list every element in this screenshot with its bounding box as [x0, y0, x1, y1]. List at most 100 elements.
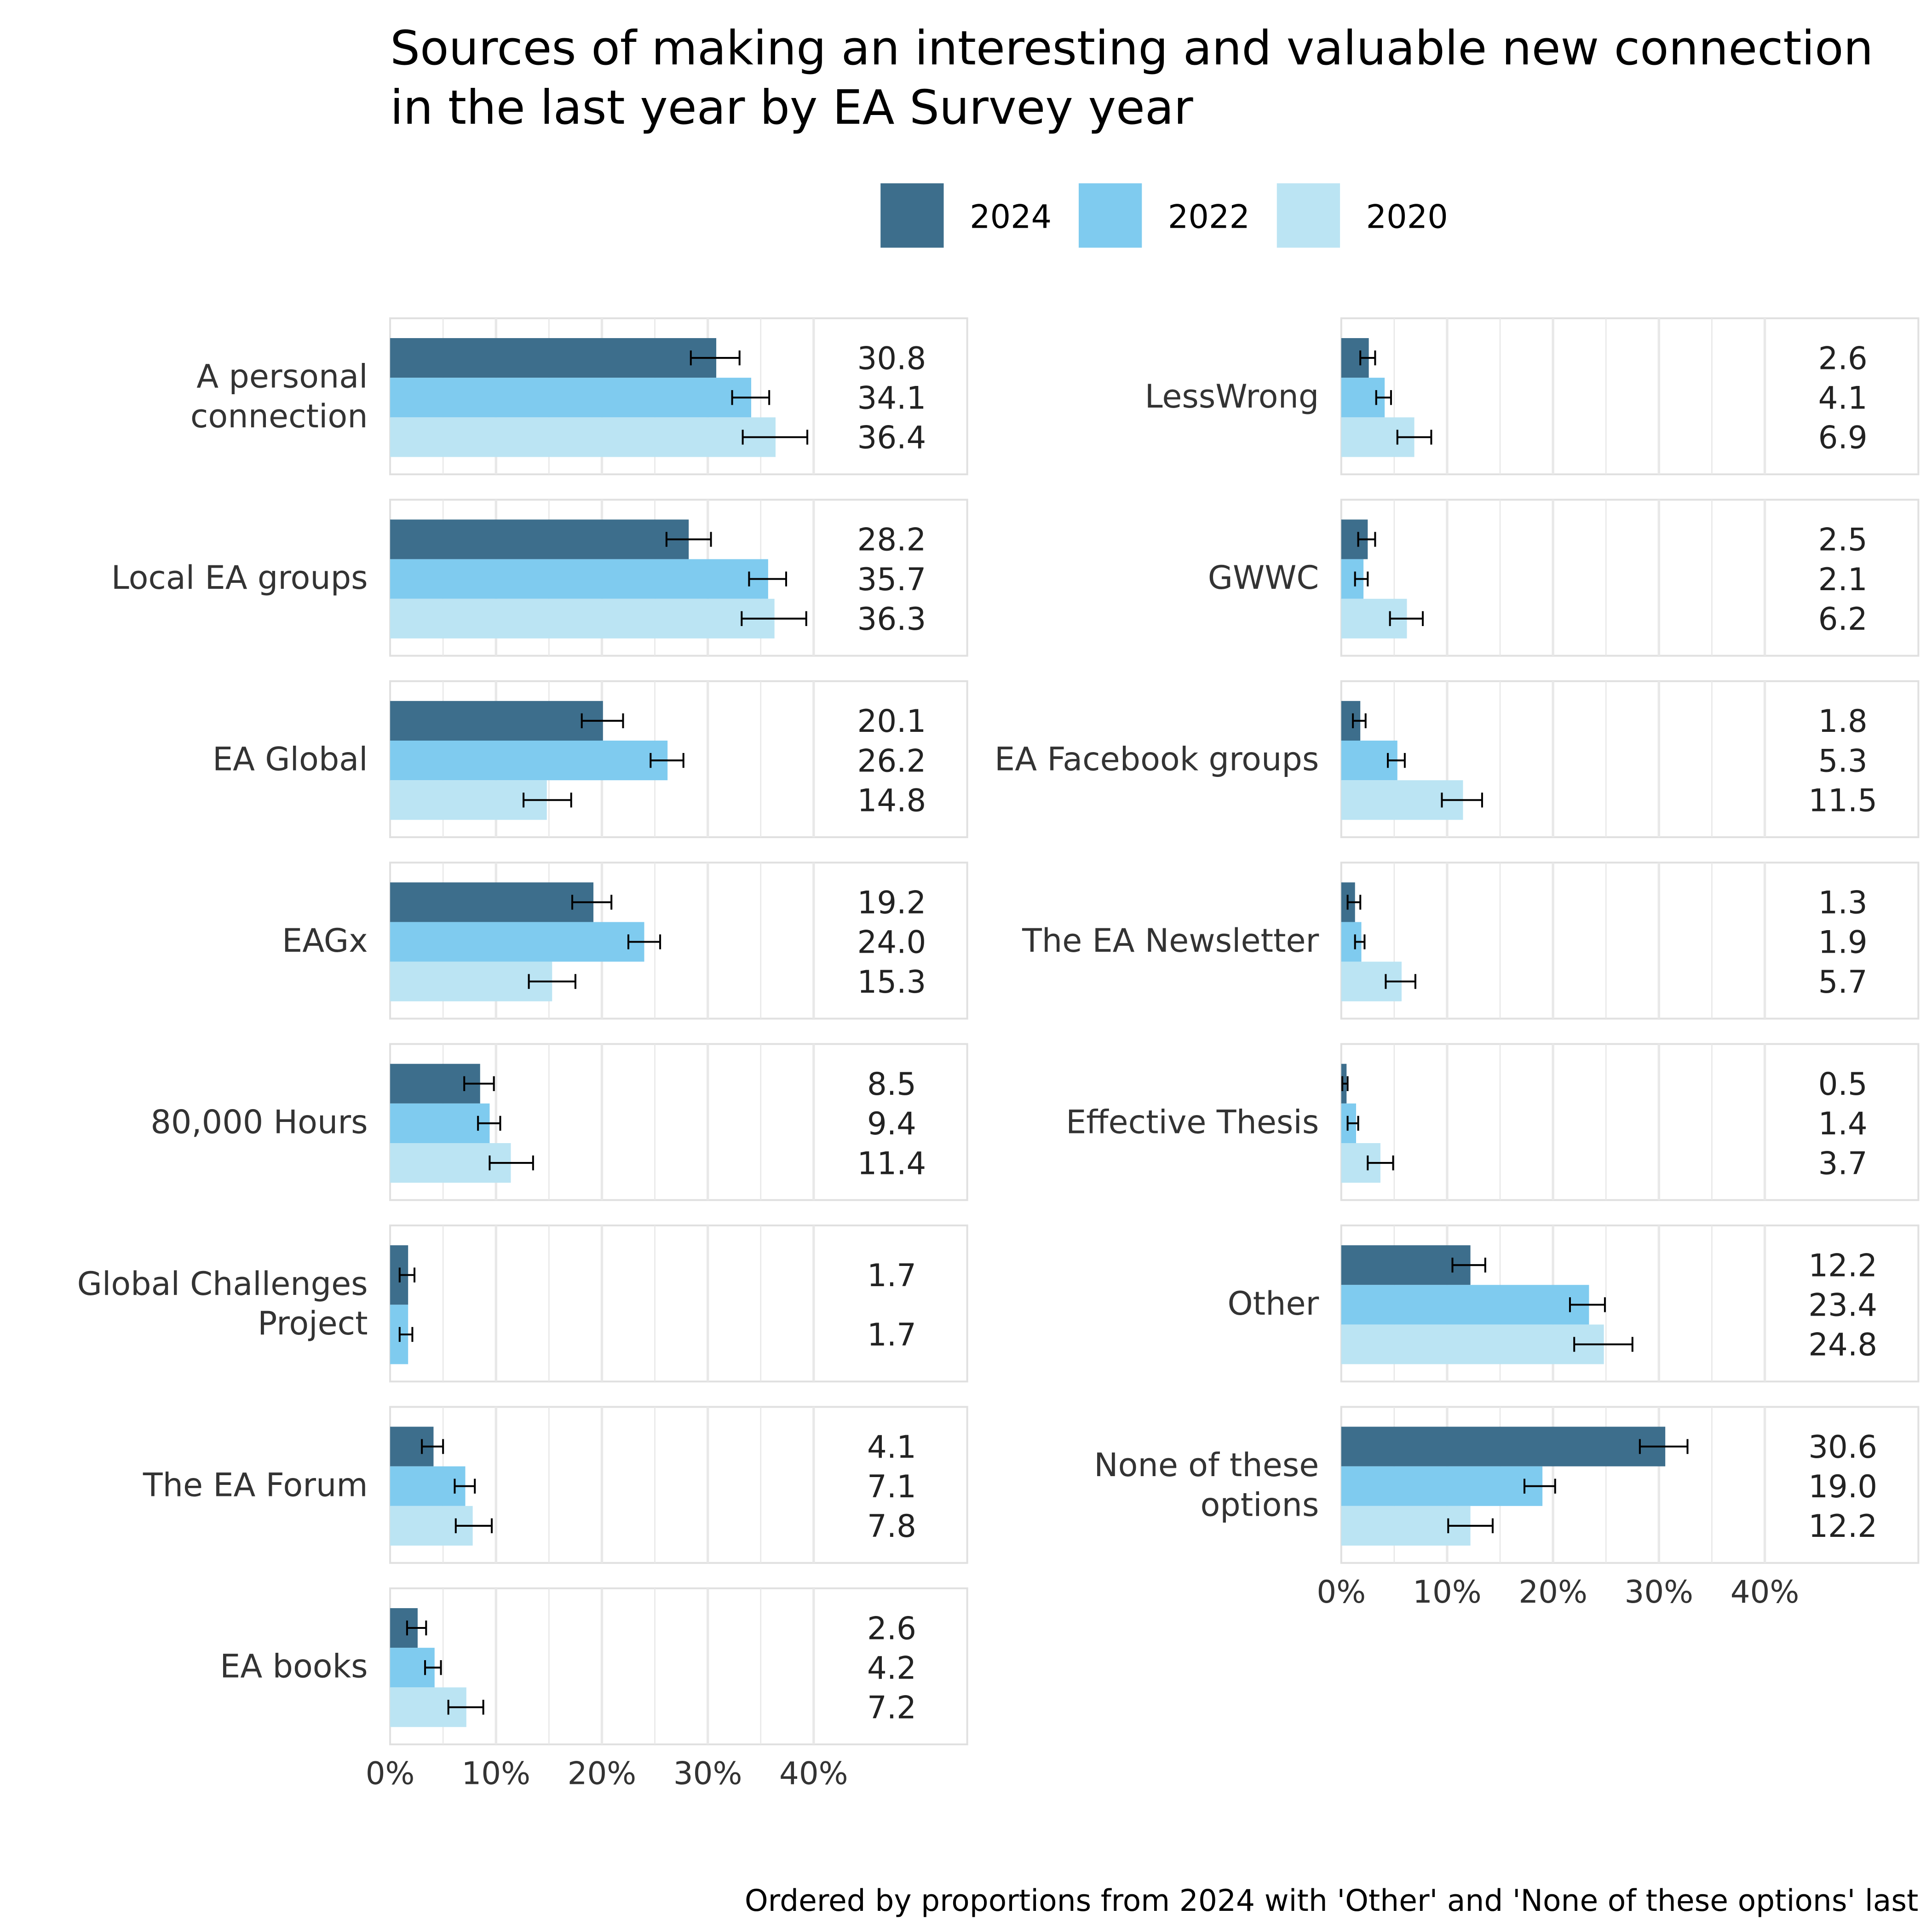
panel-80-000-hours: 80,000 Hours 8.5 9.411.4 — [150, 1043, 968, 1201]
category-label: Effective Thesis — [1066, 1103, 1319, 1141]
value-label-2020: 36.3 — [857, 601, 926, 637]
panel-border — [389, 1406, 968, 1564]
bar-2022 — [390, 922, 644, 962]
panel-border — [389, 1225, 968, 1383]
legend-swatch-2020 — [1276, 183, 1340, 248]
value-label-2020: 3.7 — [1818, 1145, 1868, 1181]
value-label-2024: 4.1 — [867, 1429, 916, 1465]
bar-2022 — [1341, 1466, 1543, 1506]
error-bar-2022 — [1569, 1297, 1606, 1312]
legend-swatch-2024 — [880, 183, 944, 248]
error-bar-2022 — [477, 1116, 501, 1131]
value-label-2022: 34.1 — [857, 380, 926, 416]
panel-ea-facebook-groups: EA Facebook groups 1.8 5.311.5 — [995, 680, 1920, 839]
bar-2024 — [1341, 1245, 1471, 1285]
error-bar-2022 — [1354, 934, 1366, 949]
category-label: EA Global — [213, 741, 368, 778]
bar-2022 — [390, 559, 768, 599]
x-tick-label: 0% — [366, 1755, 415, 1791]
value-label-2024: 2.6 — [867, 1610, 916, 1646]
bar-2020 — [390, 417, 776, 457]
bar-2020 — [390, 961, 552, 1001]
value-label-2020: 6.9 — [1818, 420, 1868, 456]
error-bar-2024 — [406, 1620, 427, 1636]
panel-lesswrong: LessWrong 2.6 4.1 6.9 — [1145, 317, 1920, 476]
x-tick-label: 10% — [1413, 1574, 1482, 1610]
panel-border — [1340, 499, 1920, 657]
value-label-2022: 24.0 — [857, 925, 926, 960]
error-bar-2024 — [665, 532, 712, 547]
value-label-2024: 8.5 — [867, 1066, 916, 1102]
value-label-2024: 1.8 — [1818, 703, 1868, 739]
error-bar-2024 — [1359, 350, 1376, 366]
error-bar-2020 — [1441, 793, 1483, 808]
value-label-2022: 23.4 — [1808, 1288, 1877, 1323]
error-bar-2024 — [571, 895, 613, 910]
bar-2020 — [390, 598, 775, 638]
error-bar-2020 — [528, 974, 576, 989]
error-bar-2020 — [1573, 1337, 1633, 1352]
bar-2022 — [1341, 1285, 1589, 1325]
value-label-2022: 7.1 — [867, 1469, 916, 1505]
value-label-2020: 15.3 — [857, 964, 926, 1000]
bar-2024 — [390, 519, 689, 559]
value-label-2020: 24.8 — [1808, 1327, 1877, 1363]
value-label-2020: 12.2 — [1808, 1508, 1877, 1544]
error-bar-2022 — [424, 1660, 442, 1675]
error-bar-2022 — [1354, 571, 1369, 586]
error-bar-2020 — [1367, 1155, 1394, 1171]
value-label-2022: 9.4 — [867, 1106, 916, 1142]
value-label-2024: 19.2 — [857, 885, 926, 921]
value-label-2020: 5.7 — [1818, 964, 1868, 1000]
value-label-2024: 2.5 — [1818, 522, 1868, 558]
error-bar-2024 — [1341, 1076, 1349, 1091]
panel-other: Other 12.2 23.4 24.8 — [1228, 1225, 1920, 1383]
panel-the-ea-newsletter: The EA Newsletter 1.3 1.9 5.7 — [1022, 862, 1920, 1020]
chart-title-line-1: Sources of making an interesting and val… — [390, 21, 1873, 76]
bar-2024 — [390, 882, 594, 922]
value-label-2024: 30.6 — [1808, 1429, 1877, 1465]
legend: 2024 2022 2020 — [880, 183, 1448, 248]
legend-label-2022: 2022 — [1168, 198, 1250, 236]
error-bar-2020 — [1396, 430, 1432, 445]
value-label-2022: 1.7 — [867, 1317, 916, 1353]
panel-gwwc: GWWC 2.5 2.16.2 — [1208, 499, 1920, 657]
value-label-2022: 5.3 — [1818, 743, 1868, 779]
value-label-2022: 26.2 — [857, 743, 926, 779]
bar-2024 — [390, 701, 603, 741]
value-label-2020: 7.8 — [867, 1508, 916, 1544]
bar-2024 — [1341, 1426, 1666, 1466]
value-label-2024: 1.3 — [1818, 885, 1868, 921]
error-bar-2024 — [690, 350, 741, 366]
bar-2020 — [390, 780, 547, 820]
bar-2024 — [390, 338, 717, 378]
panel-the-ea-forum: The EA Forum 4.1 7.17.8 — [143, 1406, 968, 1564]
bar-2022 — [390, 1466, 466, 1506]
value-label-2024: 0.5 — [1818, 1066, 1868, 1102]
panel-ea-books: EA books 2.6 4.2 7.2 — [220, 1587, 968, 1746]
category-label: options — [1200, 1486, 1319, 1524]
value-label-2024: 2.6 — [1818, 340, 1868, 376]
category-label: The EA Newsletter — [1022, 922, 1319, 960]
bar-2022 — [390, 741, 668, 781]
panel-border — [1340, 1043, 1920, 1201]
value-label-2020: 11.4 — [857, 1145, 926, 1181]
x-tick-label: 40% — [1731, 1574, 1800, 1610]
error-bar-2020 — [1385, 974, 1416, 989]
x-tick-label: 40% — [779, 1755, 848, 1791]
category-label: The EA Forum — [143, 1466, 368, 1504]
value-label-2022: 1.4 — [1818, 1106, 1868, 1142]
error-bar-2024 — [1357, 532, 1376, 547]
error-bar-2022 — [1375, 390, 1392, 405]
error-bar-2024 — [1639, 1439, 1689, 1454]
error-bar-2022 — [650, 753, 684, 768]
error-bar-2024 — [1346, 895, 1362, 910]
chart-title-line-2: in the last year by EA Survey year — [390, 80, 1194, 135]
error-bar-2024 — [1352, 713, 1367, 729]
error-bar-2020 — [742, 430, 809, 445]
category-label: LessWrong — [1145, 378, 1319, 415]
value-label-2020: 6.2 — [1818, 601, 1868, 637]
x-tick-label: 10% — [461, 1755, 530, 1791]
